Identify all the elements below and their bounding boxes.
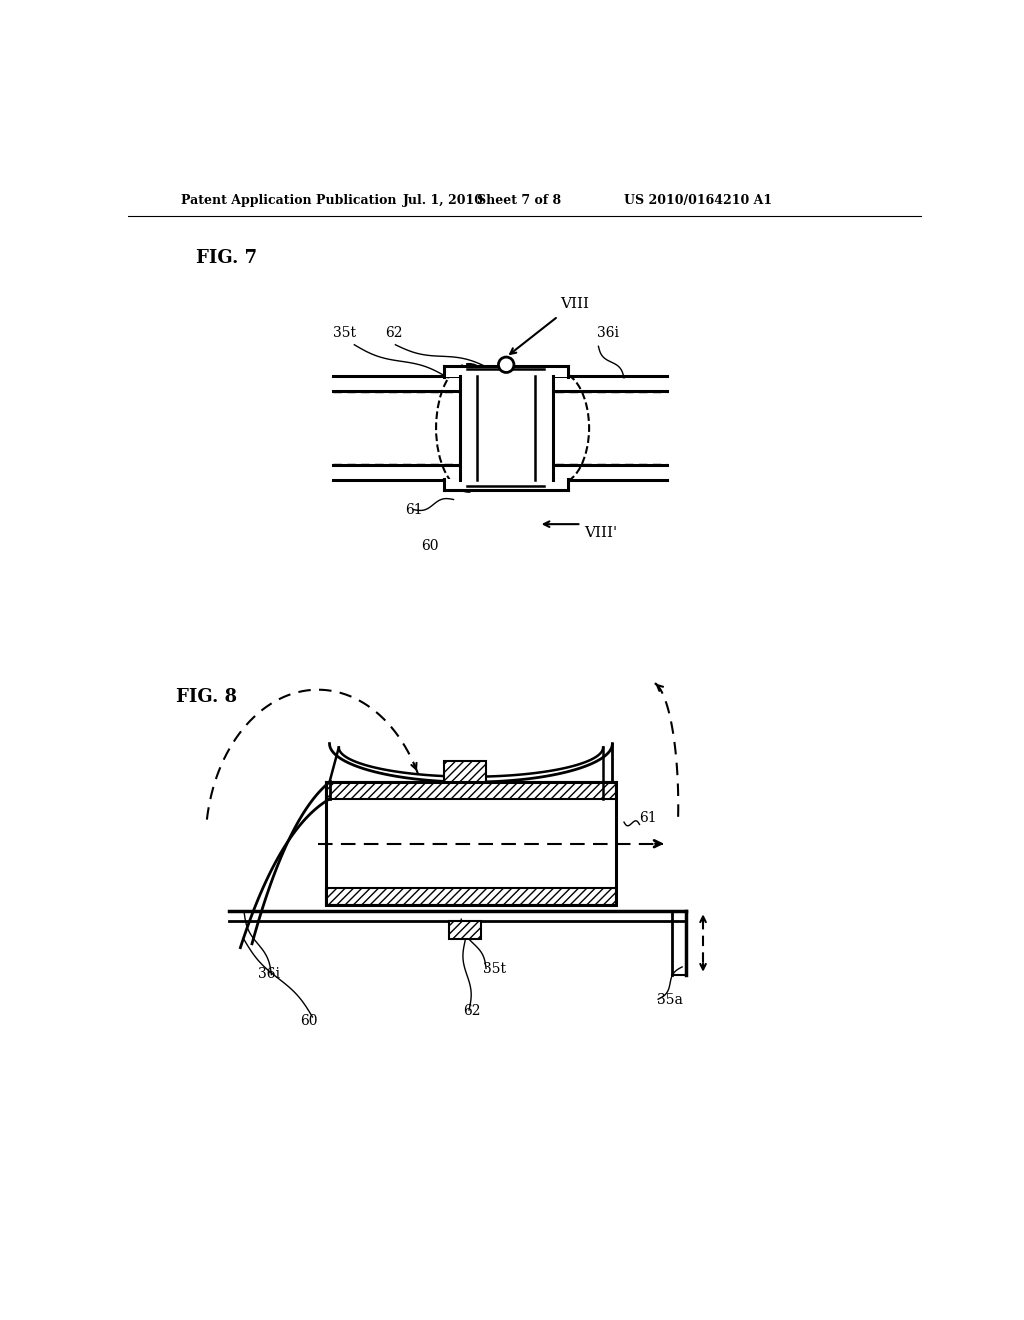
Text: 62: 62: [385, 326, 402, 341]
Text: 60: 60: [300, 1014, 317, 1028]
Bar: [326, 781, 616, 906]
Text: Patent Application Publication: Patent Application Publication: [180, 194, 396, 207]
Text: VIII: VIII: [560, 297, 590, 312]
Text: 36i: 36i: [597, 326, 618, 341]
Text: FIG. 7: FIG. 7: [197, 249, 257, 267]
Text: 61: 61: [640, 810, 657, 825]
Text: 61: 61: [406, 503, 423, 517]
Bar: [444, 479, 568, 490]
Text: 62: 62: [463, 1003, 480, 1018]
Bar: [460, 376, 553, 480]
Text: Sheet 7 of 8: Sheet 7 of 8: [477, 194, 561, 207]
Text: VIII': VIII': [584, 527, 616, 540]
Text: Jul. 1, 2010: Jul. 1, 2010: [403, 194, 484, 207]
Bar: [326, 781, 616, 799]
Text: 35a: 35a: [656, 993, 682, 1007]
Text: US 2010/0164210 A1: US 2010/0164210 A1: [624, 194, 772, 207]
Text: 35t: 35t: [334, 326, 356, 341]
Bar: [444, 367, 568, 378]
Bar: [449, 921, 481, 940]
Text: 35t: 35t: [483, 962, 506, 975]
Text: 36i: 36i: [258, 968, 281, 982]
Bar: [443, 760, 486, 781]
Circle shape: [499, 356, 514, 372]
Text: 60: 60: [421, 539, 438, 553]
Bar: [326, 888, 616, 906]
Bar: [326, 781, 616, 906]
Text: FIG. 8: FIG. 8: [176, 688, 238, 706]
